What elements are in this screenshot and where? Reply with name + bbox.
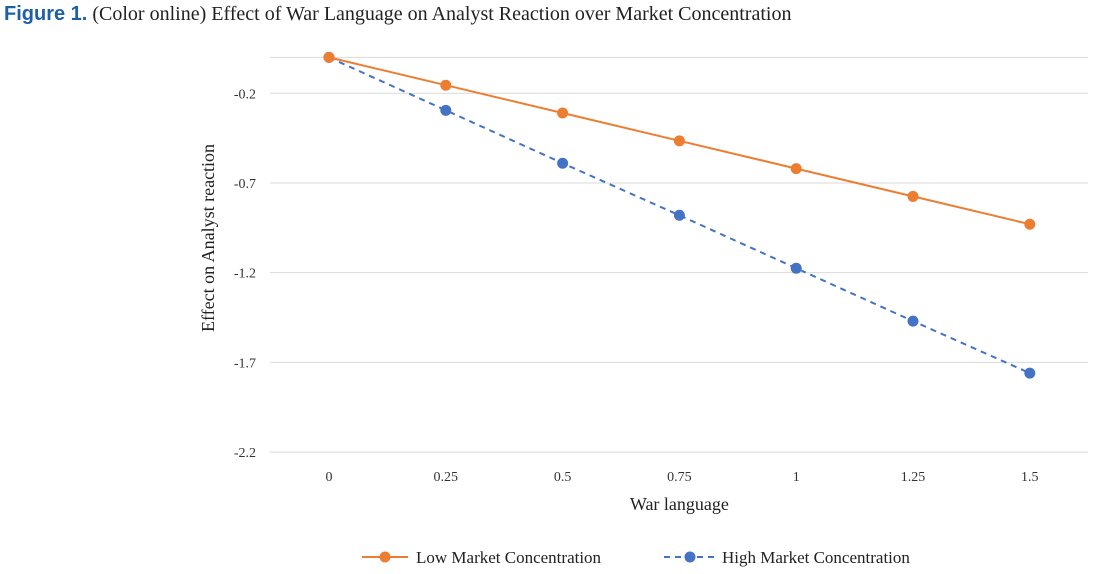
figure-caption: Figure 1. (Color online) Effect of War L… (4, 2, 791, 26)
x-tick-label: 0.75 (667, 470, 692, 485)
data-point (790, 163, 802, 175)
legend-item-low-market-concentration: Low Market Concentration (362, 548, 602, 567)
x-tick-label: 1.5 (1021, 470, 1039, 485)
legend-item-high-market-concentration: High Market Concentration (664, 548, 910, 567)
x-axis-tick-labels: 0 0.25 0.5 0.75 1 1.25 1.5 (326, 470, 1039, 485)
series-high-market-concentration (323, 51, 1036, 379)
x-axis-title: War language (630, 494, 729, 514)
gridlines (270, 56, 1088, 453)
y-tick-label: -0.2 (234, 87, 256, 102)
legend-label: High Market Concentration (722, 548, 910, 567)
figure-label: Figure 1. (4, 3, 88, 25)
y-tick-label: -2.2 (234, 446, 256, 461)
legend-swatch-marker (684, 551, 696, 563)
data-point (557, 157, 569, 169)
data-point (790, 262, 802, 274)
x-tick-label: 0.25 (434, 470, 459, 485)
y-axis-tick-labels: -0.2 -0.7 -1.2 -1.7 -2.2 (234, 87, 256, 461)
x-tick-label: 0.5 (554, 470, 572, 485)
data-point (323, 51, 335, 63)
data-point (1024, 367, 1036, 379)
data-point (673, 209, 685, 221)
legend-swatch-marker (379, 551, 391, 563)
y-tick-label: -0.7 (234, 177, 256, 192)
legend: Low Market Concentration High Market Conc… (362, 548, 910, 567)
data-point (1024, 218, 1036, 230)
data-point (673, 135, 685, 147)
data-point (440, 104, 452, 116)
y-tick-label: -1.7 (234, 356, 256, 371)
x-tick-label: 0 (326, 470, 333, 485)
y-tick-label: -1.2 (234, 267, 256, 282)
legend-label: Low Market Concentration (416, 548, 602, 567)
data-point (557, 107, 569, 119)
x-tick-label: 1.25 (901, 470, 926, 485)
data-point (440, 79, 452, 91)
x-tick-label: 1 (793, 470, 800, 485)
series-low-market-concentration (323, 51, 1036, 230)
data-point (907, 190, 919, 202)
series-layer (323, 51, 1036, 379)
y-axis-title: Effect on Analyst reaction (198, 144, 218, 332)
figure-caption-text: (Color online) Effect of War Language on… (92, 3, 792, 25)
data-point (907, 315, 919, 327)
